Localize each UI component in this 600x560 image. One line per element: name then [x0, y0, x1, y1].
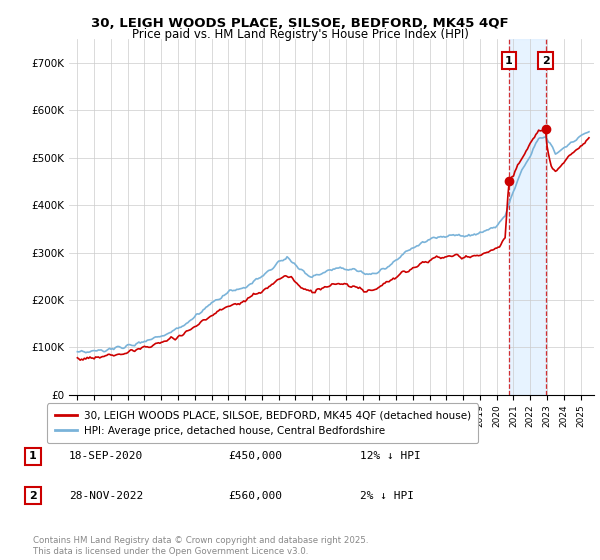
Text: 2: 2 [29, 491, 37, 501]
Text: 2% ↓ HPI: 2% ↓ HPI [360, 491, 414, 501]
Text: 2: 2 [542, 55, 550, 66]
Text: 28-NOV-2022: 28-NOV-2022 [69, 491, 143, 501]
Legend: 30, LEIGH WOODS PLACE, SILSOE, BEDFORD, MK45 4QF (detached house), HPI: Average : 30, LEIGH WOODS PLACE, SILSOE, BEDFORD, … [47, 403, 478, 444]
Text: 1: 1 [505, 55, 512, 66]
Text: 12% ↓ HPI: 12% ↓ HPI [360, 451, 421, 461]
Text: 18-SEP-2020: 18-SEP-2020 [69, 451, 143, 461]
Text: £450,000: £450,000 [228, 451, 282, 461]
Text: Contains HM Land Registry data © Crown copyright and database right 2025.
This d: Contains HM Land Registry data © Crown c… [33, 536, 368, 556]
Text: 30, LEIGH WOODS PLACE, SILSOE, BEDFORD, MK45 4QF: 30, LEIGH WOODS PLACE, SILSOE, BEDFORD, … [91, 17, 509, 30]
Text: £560,000: £560,000 [228, 491, 282, 501]
Bar [509, 39, 545, 395]
Text: Price paid vs. HM Land Registry's House Price Index (HPI): Price paid vs. HM Land Registry's House … [131, 28, 469, 41]
Text: 1: 1 [29, 451, 37, 461]
